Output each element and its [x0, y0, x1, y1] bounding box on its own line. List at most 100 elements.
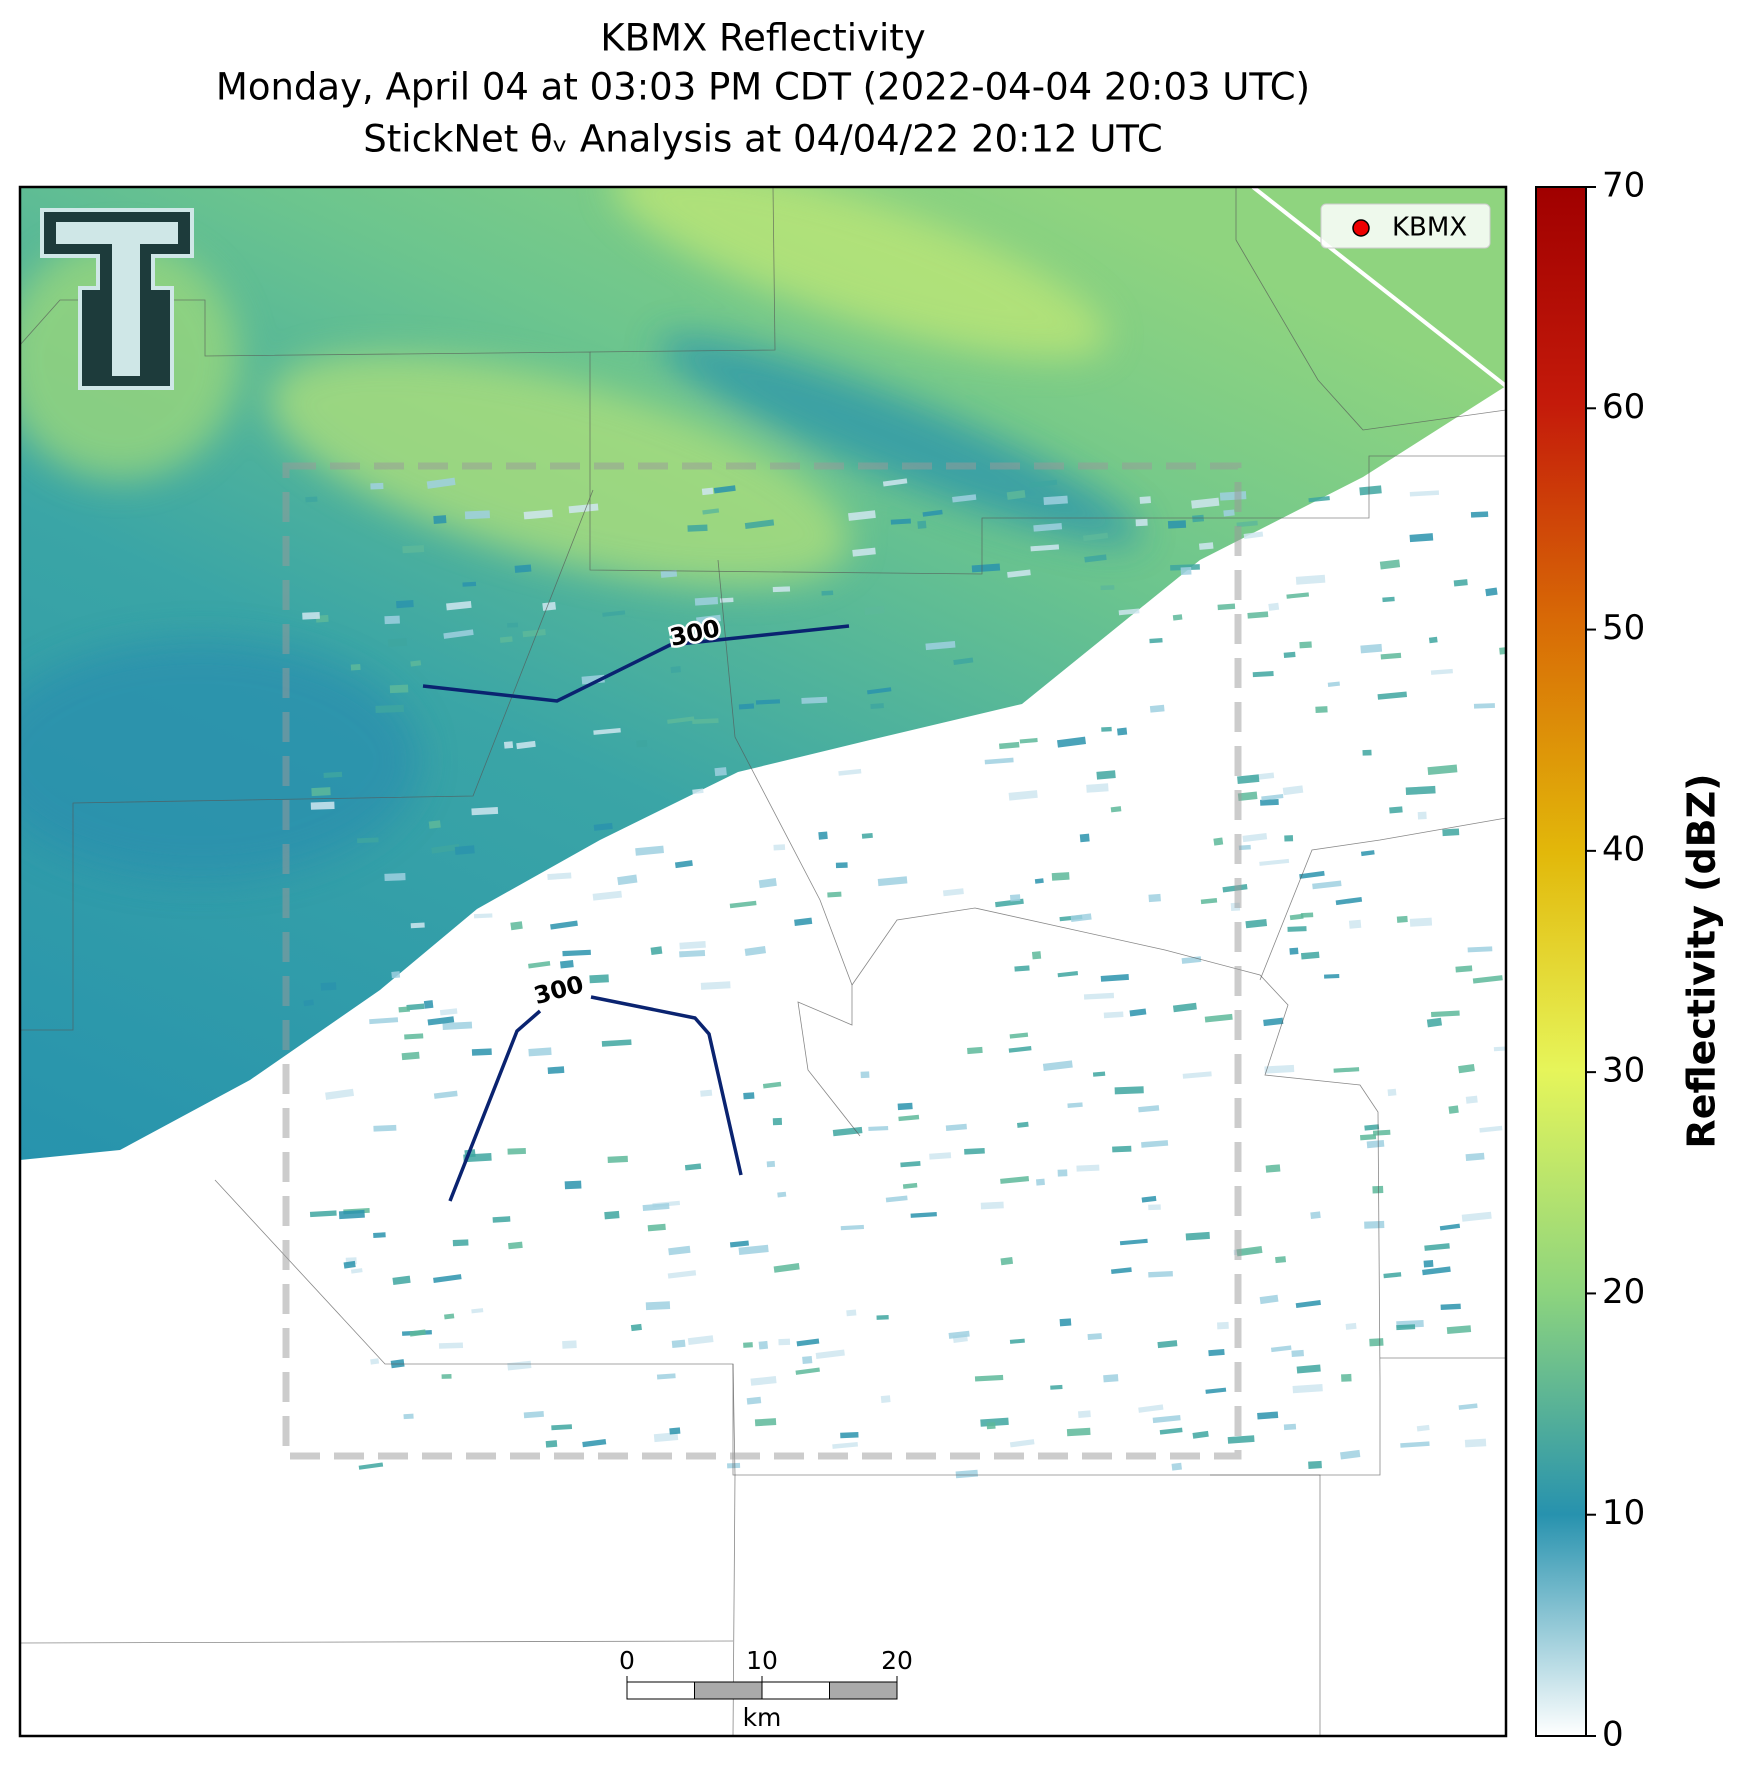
echo-pixel: [1464, 1438, 1487, 1448]
echo-pixel: [1268, 602, 1280, 611]
echo-pixel: [653, 1432, 679, 1443]
title: StickNet θᵥ Analysis at 04/04/22 20:12 U…: [363, 118, 1162, 161]
echo-pixel: [674, 860, 693, 869]
echo-pixel: [929, 1152, 952, 1160]
echo-pixel: [882, 478, 908, 487]
echo-pixel: [1422, 1266, 1451, 1276]
echo-pixel: [1138, 1105, 1160, 1113]
echo-pixel: [1430, 668, 1453, 675]
echo-pixel: [582, 1439, 607, 1448]
title: Monday, April 04 at 03:03 PM CDT (2022-0…: [216, 66, 1310, 109]
echo-pixel: [1409, 490, 1440, 497]
echo-pixel: [714, 767, 727, 777]
echo-pixel: [1009, 1439, 1035, 1448]
echo-pixel: [667, 1270, 697, 1279]
echo-pixel: [1430, 1010, 1460, 1018]
echo-pixel: [1270, 1345, 1292, 1353]
echo-pixel: [971, 563, 1001, 573]
echo-pixel: [443, 629, 474, 639]
echo-pixel: [1084, 554, 1107, 563]
echo-pixel: [1192, 1430, 1209, 1439]
echo-pixel: [897, 1102, 913, 1111]
echo-pixel: [305, 496, 318, 503]
echo-pixel: [1291, 1349, 1304, 1357]
echo-pixel: [974, 1374, 1004, 1382]
echo-pixel: [1157, 1340, 1178, 1349]
echo-pixel: [702, 508, 720, 515]
echo-pixel: [667, 716, 695, 724]
echo-pixel: [1110, 1267, 1132, 1275]
echo-pixel: [1315, 706, 1328, 714]
echo-pixel: [1172, 1002, 1197, 1013]
echo-pixel: [1029, 479, 1058, 488]
echo-pixel: [868, 1125, 889, 1132]
echo-pixel: [802, 1356, 813, 1365]
echo-pixel: [402, 545, 425, 554]
echo-pixel: [1051, 872, 1070, 881]
echo-pixel: [542, 601, 557, 611]
echo-pixel: [848, 510, 876, 521]
colorbar: Reflectivity (dBZ) 0 10 20 30 40 50 60 70: [1535, 166, 1724, 1755]
legend-label: KBMX: [1392, 213, 1467, 243]
echo-pixel: [357, 837, 379, 844]
echo-pixel: [303, 999, 314, 1007]
echo-pixel: [1380, 652, 1402, 660]
echo-pixel: [1141, 1195, 1157, 1203]
echo-pixel: [373, 1124, 397, 1132]
echo-pixel: [1292, 1384, 1323, 1394]
echo-pixel: [669, 1427, 681, 1435]
echo-pixel: [1119, 1238, 1148, 1246]
echo-pixel: [391, 971, 401, 979]
echo-pixel: [1185, 1231, 1210, 1241]
echo-pixel: [503, 741, 514, 749]
echo-pixel: [910, 1212, 937, 1218]
echo-pixel: [1135, 518, 1148, 527]
echo-pixel: [630, 1323, 642, 1332]
echo-pixel: [1112, 1145, 1132, 1153]
echo-pixel: [1149, 637, 1163, 644]
echo-pixel: [980, 1201, 1004, 1210]
echo-pixel: [1227, 1435, 1255, 1444]
legend: KBMX: [1320, 203, 1491, 249]
echo-pixel: [687, 1335, 714, 1345]
echo-pixel: [325, 1088, 355, 1100]
scale-tick-label: 0: [619, 1646, 635, 1675]
echo-pixel: [433, 1090, 458, 1099]
echo-pixel: [1289, 947, 1299, 955]
echo-pixel: [1007, 569, 1031, 578]
echo-pixel: [636, 739, 648, 748]
echo-pixel: [1198, 542, 1214, 550]
echo-pixel: [1259, 1294, 1279, 1305]
echo-pixel: [1472, 975, 1503, 984]
echo-pixel: [870, 703, 884, 709]
echo-pixel: [1247, 611, 1269, 619]
echo-pixel: [409, 1329, 426, 1337]
echo-pixel: [744, 946, 766, 956]
echo-pixel: [679, 940, 706, 950]
echo-pixel: [1034, 878, 1044, 884]
echo-pixel: [350, 1268, 363, 1274]
echo-pixel: [1066, 1427, 1091, 1437]
echo-pixel: [1076, 1164, 1100, 1172]
echo-pixel: [547, 1066, 565, 1075]
echo-pixel: [743, 1092, 755, 1100]
echo-pixel: [1259, 858, 1290, 866]
echo-pixel: [550, 920, 578, 930]
echo-pixel: [1287, 926, 1307, 932]
echo-pixel: [801, 696, 828, 704]
echo-pixel: [650, 946, 663, 956]
echo-pixel: [1260, 798, 1279, 806]
echo-pixel: [1017, 1121, 1029, 1128]
echo-pixel: [773, 1263, 800, 1273]
echo-pixel: [1409, 917, 1433, 927]
echo-pixel: [692, 718, 719, 725]
echo-pixel: [423, 1000, 434, 1009]
legend-box: [1320, 203, 1491, 249]
echo-pixel: [1473, 703, 1495, 709]
echo-pixel: [750, 1376, 777, 1386]
echo-pixel: [1400, 1441, 1430, 1448]
echo-pixel: [1424, 1243, 1450, 1251]
echo-pixel: [343, 1260, 356, 1269]
echo-pixel: [778, 1338, 791, 1346]
